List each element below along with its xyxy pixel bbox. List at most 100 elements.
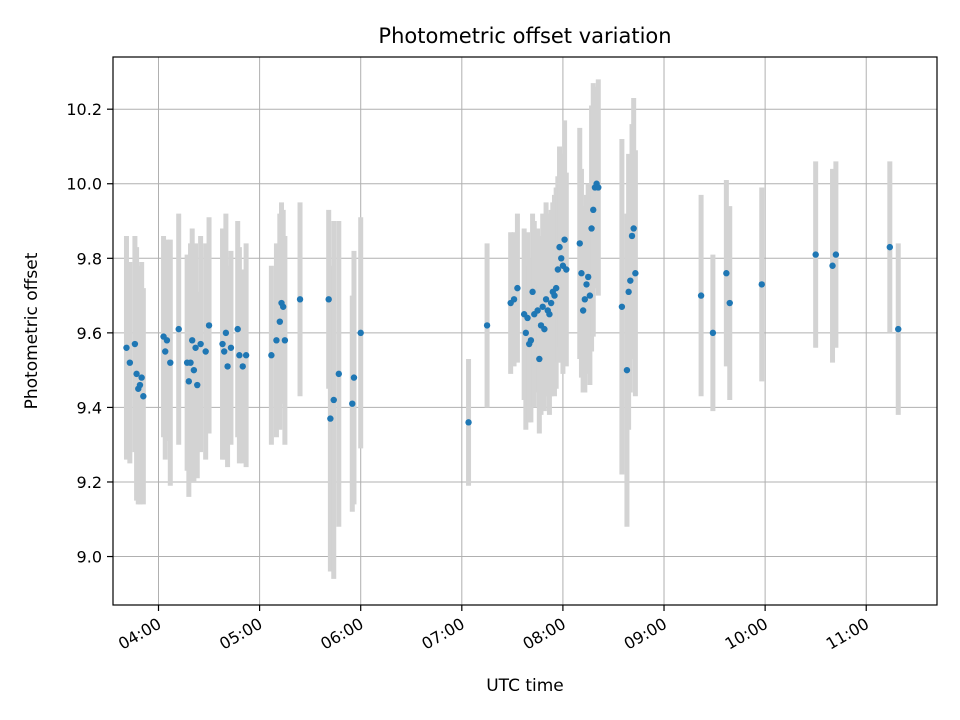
- data-point: [579, 307, 587, 314]
- data-point: [554, 266, 562, 273]
- data-point: [222, 329, 230, 337]
- data-point: [327, 415, 334, 422]
- data-point: [197, 340, 204, 348]
- data-point: [483, 322, 491, 329]
- data-point: [192, 344, 199, 351]
- data-point: [194, 381, 201, 389]
- data-point: [618, 303, 626, 310]
- data-point: [276, 318, 284, 325]
- data-point: [234, 325, 241, 333]
- data-point: [185, 378, 193, 385]
- data-points: [123, 180, 902, 426]
- data-point: [236, 352, 243, 359]
- data-point: [219, 340, 226, 348]
- data-point: [758, 281, 765, 288]
- data-point: [556, 243, 563, 251]
- data-point: [886, 243, 894, 251]
- data-point: [133, 370, 140, 378]
- data-point: [268, 352, 275, 359]
- y-tick-label: 9.8: [77, 249, 102, 268]
- data-point: [576, 240, 583, 247]
- data-point: [522, 329, 530, 337]
- y-tick-label: 9.0: [77, 548, 102, 567]
- y-tick-label: 10.0: [66, 175, 102, 194]
- data-point: [551, 292, 558, 299]
- data-point: [586, 292, 594, 299]
- data-point: [465, 419, 472, 426]
- data-point: [205, 322, 213, 329]
- data-point: [542, 296, 550, 303]
- data-point: [242, 352, 250, 359]
- data-point: [590, 206, 597, 214]
- data-point: [221, 348, 228, 355]
- data-point: [239, 363, 246, 370]
- data-point: [514, 284, 521, 292]
- data-point: [126, 359, 134, 366]
- data-point: [812, 251, 819, 258]
- data-point: [588, 225, 595, 232]
- data-point: [623, 366, 631, 374]
- data-point: [190, 366, 198, 374]
- data-point: [325, 296, 332, 303]
- data-point: [829, 262, 836, 269]
- data-point: [832, 251, 840, 258]
- data-point: [547, 299, 555, 307]
- data-point: [227, 344, 235, 351]
- data-point: [123, 344, 130, 351]
- data-point: [628, 232, 636, 240]
- data-point: [541, 325, 548, 333]
- y-tick-label: 10.2: [66, 100, 102, 119]
- data-point: [630, 225, 637, 232]
- data-point: [552, 284, 560, 292]
- data-point: [709, 329, 717, 337]
- data-point: [625, 288, 632, 296]
- data-point: [510, 296, 518, 303]
- y-tick-label: 9.6: [77, 324, 102, 343]
- data-point: [175, 325, 182, 333]
- chart-title: Photometric offset variation: [378, 24, 671, 48]
- data-point: [281, 337, 289, 344]
- data-point: [349, 400, 356, 407]
- data-point: [578, 270, 585, 277]
- data-point: [529, 288, 536, 296]
- data-point: [536, 355, 543, 363]
- data-point: [558, 255, 565, 262]
- x-axis-label: UTC time: [486, 676, 564, 696]
- data-point: [350, 374, 358, 381]
- y-tick-label: 9.2: [77, 473, 102, 492]
- data-point: [527, 337, 535, 344]
- data-point: [335, 370, 342, 378]
- data-point: [546, 311, 553, 318]
- data-point: [534, 307, 541, 314]
- data-point: [163, 337, 171, 344]
- data-point: [895, 325, 902, 333]
- data-point: [188, 337, 196, 344]
- data-point: [563, 266, 570, 273]
- data-point: [136, 381, 144, 389]
- data-point: [595, 184, 602, 191]
- data-point: [140, 393, 147, 400]
- data-point: [632, 270, 639, 277]
- data-point: [224, 363, 231, 370]
- data-point: [697, 292, 705, 299]
- data-point: [273, 337, 280, 344]
- data-point: [524, 314, 531, 322]
- data-point: [357, 329, 364, 337]
- data-point: [296, 296, 304, 303]
- data-point: [627, 277, 634, 284]
- data-point: [187, 359, 194, 366]
- data-point: [561, 236, 568, 243]
- data-point: [167, 359, 174, 366]
- y-axis-ticks: 9.0 9.2 9.4 9.6 9.8 10.0 10.2: [66, 100, 113, 567]
- data-point: [279, 303, 287, 310]
- data-point: [723, 270, 730, 277]
- data-point: [138, 374, 145, 381]
- data-point: [583, 281, 590, 288]
- data-point: [131, 340, 139, 348]
- y-tick-label: 9.4: [77, 398, 102, 417]
- data-point: [162, 348, 169, 355]
- data-point: [584, 273, 592, 281]
- data-point: [726, 299, 733, 307]
